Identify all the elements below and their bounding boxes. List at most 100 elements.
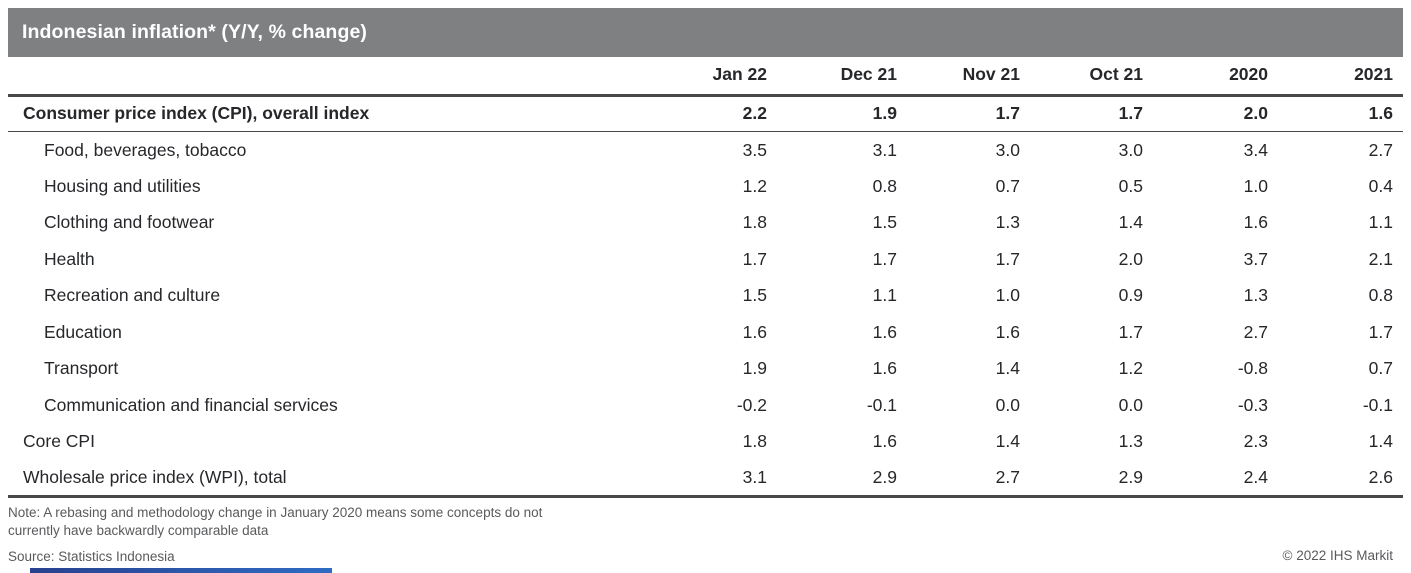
value-cell: 1.5	[742, 285, 767, 306]
note-line-1: Note: A rebasing and methodology change …	[8, 505, 543, 520]
value-cell: 0.4	[1368, 175, 1393, 196]
row-label: Transport	[44, 358, 119, 379]
value-cell: 2.4	[1153, 460, 1278, 498]
table-row: Wholesale price index (WPI), total 3.1 2…	[8, 460, 1403, 498]
value-cell: 3.1	[660, 460, 777, 498]
row-label: Core CPI	[23, 431, 95, 452]
inflation-table: Jan 22 Dec 21 Nov 21 Oct 21 2020 2021 Consume…	[8, 57, 1403, 498]
value-cell: 1.2	[742, 175, 767, 196]
table-row: Clothing and footwear 1.8 1.5 1.3 1.4 1.…	[8, 205, 1403, 242]
value-cell: 1.3	[1243, 285, 1268, 306]
value-cell: 1.7	[995, 248, 1020, 269]
title-bar: Indonesian inflation* (Y/Y, % change)	[8, 8, 1403, 57]
header-row: Jan 22 Dec 21 Nov 21 Oct 21 2020 2021	[8, 57, 1403, 97]
value-cell: 2.2	[660, 95, 777, 132]
table-row: Health 1.7 1.7 1.7 2.0 3.7 2.1	[8, 241, 1403, 278]
value-cell: 1.6	[1278, 95, 1403, 132]
value-cell: 0.8	[872, 175, 897, 196]
value-cell: -0.3	[1237, 394, 1268, 415]
value-cell: 1.3	[1118, 431, 1143, 452]
value-cell: 3.1	[872, 139, 897, 160]
value-cell: 1.7	[1368, 321, 1393, 342]
column-header: Oct 21	[1030, 57, 1153, 97]
value-cell: 0.0	[1118, 394, 1143, 415]
value-cell: 0.7	[1368, 358, 1393, 379]
column-header: Jan 22	[660, 57, 777, 97]
value-cell: 3.0	[995, 139, 1020, 160]
value-cell: 1.4	[995, 431, 1020, 452]
value-cell: 1.8	[742, 212, 767, 233]
value-cell: 1.7	[742, 248, 767, 269]
table-row: Consumer price index (CPI), overall inde…	[8, 95, 1403, 132]
value-cell: 1.6	[872, 321, 897, 342]
value-cell: 3.5	[742, 139, 767, 160]
header-spacer	[8, 57, 660, 97]
value-cell: -0.2	[736, 394, 767, 415]
column-header: Nov 21	[907, 57, 1030, 97]
value-cell: 1.4	[995, 358, 1020, 379]
footer: Note: A rebasing and methodology change …	[8, 504, 708, 564]
value-cell: 2.9	[1030, 460, 1153, 498]
value-cell: 1.7	[907, 95, 1030, 132]
value-cell: 2.7	[1243, 321, 1268, 342]
column-header: Dec 21	[777, 57, 907, 97]
table-row: Transport 1.9 1.6 1.4 1.2 -0.8 0.7	[8, 351, 1403, 388]
row-label: Recreation and culture	[44, 285, 221, 306]
value-cell: 1.6	[742, 321, 767, 342]
value-cell: 1.6	[1243, 212, 1268, 233]
value-cell: 2.7	[1368, 139, 1393, 160]
value-cell: 1.0	[995, 285, 1020, 306]
table-row: Communication and financial services -0.…	[8, 387, 1403, 424]
table-row: Education 1.6 1.6 1.6 1.7 2.7 1.7	[8, 314, 1403, 351]
value-cell: 1.0	[1243, 175, 1268, 196]
value-cell: 1.6	[995, 321, 1020, 342]
value-cell: 1.6	[872, 431, 897, 452]
table-body: Consumer price index (CPI), overall inde…	[8, 95, 1403, 498]
page-title: Indonesian inflation* (Y/Y, % change)	[22, 21, 367, 43]
value-cell: 1.8	[742, 431, 767, 452]
value-cell: 1.7	[1030, 95, 1153, 132]
value-cell: 2.7	[907, 460, 1030, 498]
value-cell: 3.4	[1243, 139, 1268, 160]
column-header: 2021	[1278, 57, 1403, 97]
row-label: Communication and financial services	[44, 394, 338, 415]
value-cell: 1.1	[872, 285, 897, 306]
value-cell: 3.0	[1118, 139, 1143, 160]
value-cell: 1.4	[1368, 431, 1393, 452]
value-cell: 1.5	[872, 212, 897, 233]
row-label: Housing and utilities	[44, 175, 201, 196]
value-cell: 1.9	[777, 95, 907, 132]
value-cell: 2.0	[1118, 248, 1143, 269]
copyright-text: © 2022 IHS Markit	[1282, 548, 1394, 563]
table-row: Food, beverages, tobacco 3.5 3.1 3.0 3.0…	[8, 132, 1403, 169]
source-text: Source: Statistics Indonesia	[8, 549, 175, 564]
note-text: Note: A rebasing and methodology change …	[8, 504, 708, 540]
value-cell: 2.3	[1243, 431, 1268, 452]
table-row: Housing and utilities 1.2 0.8 0.7 0.5 1.…	[8, 168, 1403, 205]
value-cell: 0.7	[995, 175, 1020, 196]
value-cell: 1.1	[1368, 212, 1393, 233]
value-cell: 2.9	[777, 460, 907, 498]
column-header: 2020	[1153, 57, 1278, 97]
value-cell: -0.1	[1362, 394, 1393, 415]
value-cell: 1.7	[1118, 321, 1143, 342]
value-cell: -0.8	[1237, 358, 1268, 379]
value-cell: 1.3	[995, 212, 1020, 233]
accent-bar	[30, 568, 332, 573]
value-cell: 2.1	[1368, 248, 1393, 269]
value-cell: 0.9	[1118, 285, 1143, 306]
row-label: Clothing and footwear	[44, 212, 215, 233]
table-row: Recreation and culture 1.5 1.1 1.0 0.9 1…	[8, 278, 1403, 315]
value-cell: 1.2	[1118, 358, 1143, 379]
value-cell: 1.4	[1118, 212, 1143, 233]
row-label: Wholesale price index (WPI), total	[8, 460, 660, 498]
row-label: Health	[44, 248, 95, 269]
value-cell: 3.7	[1243, 248, 1268, 269]
value-cell: 1.9	[742, 358, 767, 379]
table-row: Core CPI 1.8 1.6 1.4 1.3 2.3 1.4	[8, 424, 1403, 461]
value-cell: 1.6	[872, 358, 897, 379]
value-cell: 1.7	[872, 248, 897, 269]
value-cell: 2.0	[1153, 95, 1278, 132]
value-cell: -0.1	[866, 394, 897, 415]
note-line-2: currently have backwardly comparable dat…	[8, 523, 269, 538]
